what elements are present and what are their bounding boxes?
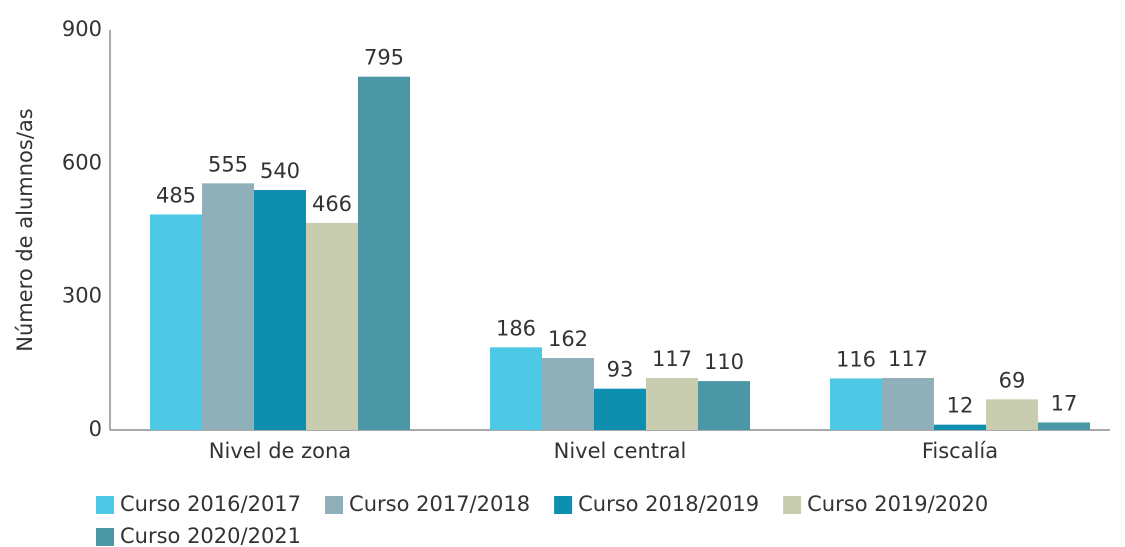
bar — [830, 378, 882, 430]
bar — [934, 424, 986, 430]
data-label: 162 — [548, 327, 588, 351]
data-label: 116 — [836, 347, 876, 371]
bar — [594, 388, 646, 430]
data-label: 12 — [947, 394, 974, 418]
legend-label: Curso 2016/2017 — [120, 492, 301, 516]
bar — [882, 378, 934, 430]
data-label: 69 — [999, 368, 1026, 392]
data-label: 117 — [652, 347, 692, 371]
data-label: 485 — [156, 183, 196, 207]
x-tick-label: Fiscalía — [922, 439, 998, 463]
bar — [358, 76, 410, 431]
bar — [698, 381, 750, 430]
data-label: 93 — [607, 358, 634, 382]
data-label: 17 — [1051, 391, 1078, 415]
y-tick-label: 0 — [89, 417, 102, 441]
legend-swatch — [96, 528, 114, 546]
legend-label: Curso 2019/2020 — [807, 492, 988, 516]
legend-label: Curso 2020/2021 — [120, 524, 301, 547]
bar — [1038, 422, 1090, 430]
legend-swatch — [96, 496, 114, 514]
bar — [150, 214, 202, 430]
legend-swatch — [554, 496, 573, 514]
legend-swatch — [325, 496, 344, 514]
data-label: 110 — [704, 350, 744, 374]
bar — [490, 347, 542, 430]
legend-label: Curso 2018/2019 — [578, 492, 759, 516]
data-label: 186 — [496, 316, 536, 340]
legend-swatch — [783, 496, 802, 514]
x-tick-label: Nivel de zona — [209, 439, 351, 463]
y-tick-label: 300 — [62, 284, 102, 308]
y-tick-label: 900 — [62, 17, 102, 41]
bar — [646, 378, 698, 430]
bar — [306, 222, 358, 430]
y-tick-label: 600 — [62, 150, 102, 174]
y-axis-label: Número de alumnos/as — [13, 108, 37, 351]
data-label: 555 — [208, 152, 248, 176]
bar — [542, 358, 594, 430]
bar — [986, 399, 1038, 430]
x-tick-label: Nivel central — [554, 439, 687, 463]
bar — [254, 190, 306, 430]
data-label: 540 — [260, 159, 300, 183]
data-label: 117 — [888, 347, 928, 371]
legend-label: Curso 2017/2018 — [349, 492, 530, 516]
data-label: 795 — [364, 46, 404, 70]
bar — [202, 183, 254, 430]
data-label: 466 — [312, 192, 352, 216]
